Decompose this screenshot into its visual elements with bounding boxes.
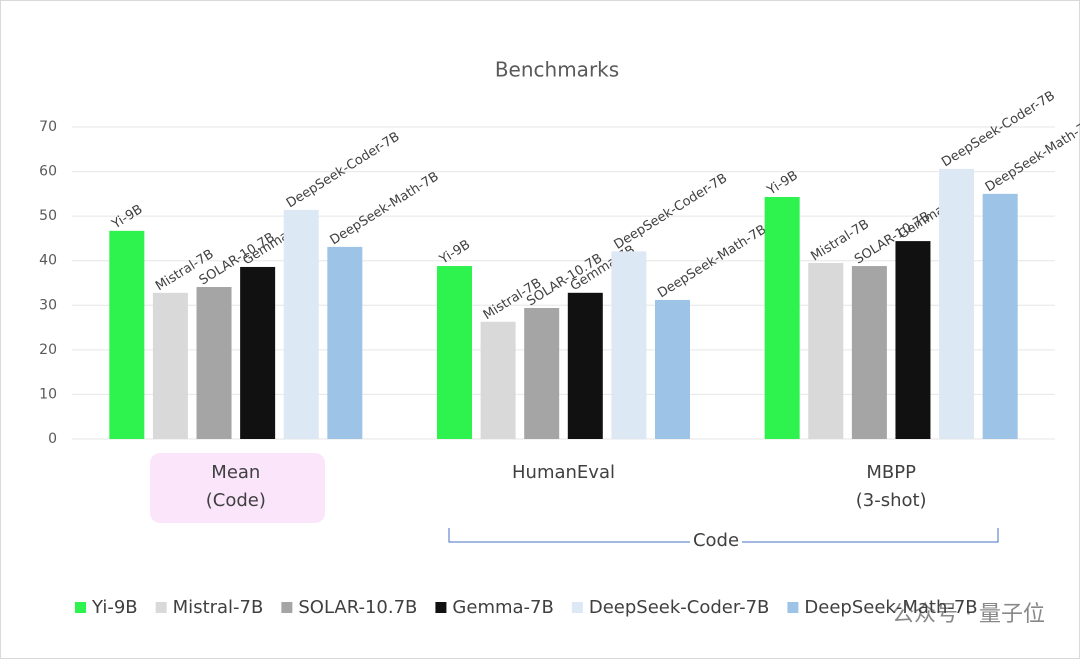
y-tick-label: 40	[39, 253, 57, 269]
x-tick-label: HumanEval	[512, 462, 615, 483]
legend-swatch	[571, 602, 583, 613]
bar	[939, 168, 975, 439]
bar	[109, 230, 145, 439]
watermark: 公众号 · 量子位	[892, 602, 1045, 627]
bar	[480, 321, 516, 439]
bar	[152, 292, 188, 439]
legend-label: DeepSeek-Math-7B	[804, 597, 977, 618]
legend-swatch	[155, 602, 167, 613]
bar	[982, 193, 1018, 439]
legend-swatch	[435, 602, 447, 613]
bar	[851, 266, 887, 439]
x-tick-label: Mean	[211, 462, 260, 483]
bar	[327, 246, 363, 439]
bar	[808, 262, 844, 439]
y-tick-label: 0	[48, 431, 57, 447]
bar	[611, 251, 647, 439]
legend-label: DeepSeek-Coder-7B	[589, 597, 770, 618]
code-bracket	[448, 528, 999, 543]
bar	[524, 307, 560, 439]
bar	[283, 209, 319, 439]
legend-swatch	[787, 602, 799, 613]
y-tick-label: 50	[39, 208, 57, 224]
chart-title: Benchmarks	[495, 58, 619, 82]
annotation: Code	[693, 530, 739, 551]
legend-label: Mistral-7B	[173, 597, 264, 618]
y-tick-label: 60	[39, 164, 57, 180]
bar	[764, 196, 800, 439]
bar	[895, 241, 931, 439]
bar	[196, 287, 232, 439]
bar	[655, 299, 690, 439]
legend-swatch	[75, 602, 86, 613]
y-tick-label: 30	[39, 297, 57, 313]
legend-label: SOLAR-10.7B	[298, 597, 417, 618]
x-tick-label: (Code)	[206, 490, 266, 511]
bar	[567, 292, 603, 439]
y-tick-label: 10	[39, 386, 57, 402]
legend-label: Gemma-7B	[452, 597, 553, 618]
legend-swatch	[281, 602, 293, 613]
bar	[240, 266, 276, 439]
legend-label: Yi-9B	[91, 597, 138, 618]
y-tick-label: 70	[39, 119, 57, 135]
y-tick-label: 20	[39, 342, 57, 358]
highlight-box	[150, 453, 325, 523]
x-tick-label: (3-shot)	[856, 490, 927, 511]
bar	[437, 266, 472, 439]
x-tick-label: MBPP	[866, 462, 916, 483]
